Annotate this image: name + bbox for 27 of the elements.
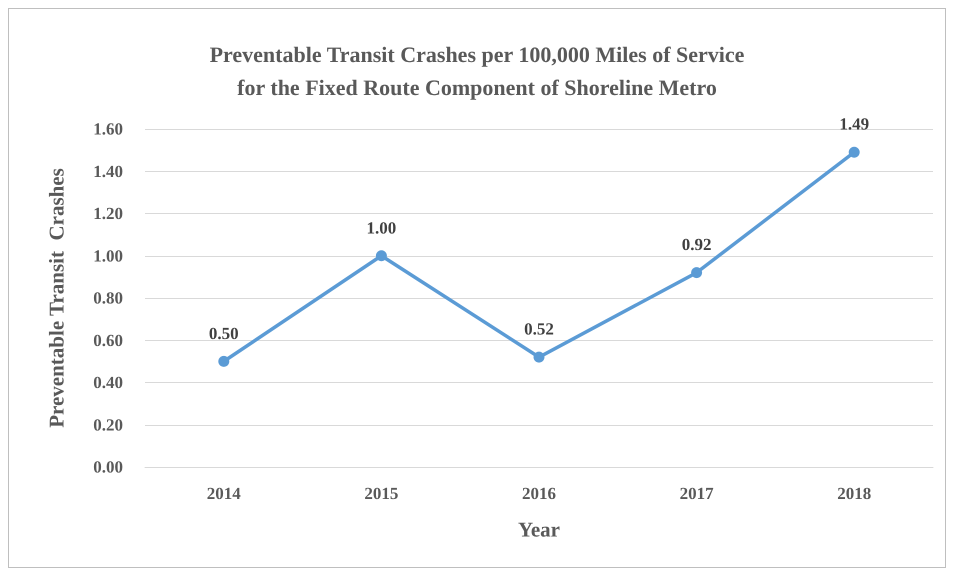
y-tick-label: 0.60	[93, 330, 123, 350]
x-tick-label: 2015	[364, 484, 398, 503]
y-tick-label: 1.60	[93, 120, 123, 138]
y-axis-title: Preventable Transit Crashes	[44, 168, 68, 428]
y-tick-label: 0.00	[93, 458, 123, 476]
y-tick-label: 1.40	[93, 162, 123, 181]
x-tick-label: 2017	[680, 484, 714, 503]
x-axis-title: Year	[518, 518, 560, 542]
y-tick-label: 1.00	[93, 246, 123, 266]
point	[218, 356, 230, 367]
point	[848, 146, 860, 158]
point	[376, 250, 387, 262]
x-tick-label: 2016	[522, 484, 556, 503]
data-label: 1.00	[366, 218, 396, 238]
chart-title: Preventable Transit Crashes per 100,000 Miles of Service for the Fixed Route Component of Shoreline Metro	[210, 42, 745, 100]
point	[691, 267, 702, 278]
y-tick-label: 0.40	[93, 373, 123, 392]
data-label: 0.92	[682, 235, 712, 254]
y-tick-label: 0.80	[93, 288, 123, 308]
y-tick-label: 1.20	[93, 204, 123, 223]
x-tick-label: 2014	[206, 484, 242, 503]
y-tick-label: 0.20	[93, 415, 123, 434]
point	[534, 352, 544, 363]
data-label: 0.52	[524, 320, 554, 339]
data-label: 0.50	[208, 324, 239, 343]
x-tick-label: 2018	[837, 484, 872, 503]
data-label: 1.49	[839, 114, 870, 134]
